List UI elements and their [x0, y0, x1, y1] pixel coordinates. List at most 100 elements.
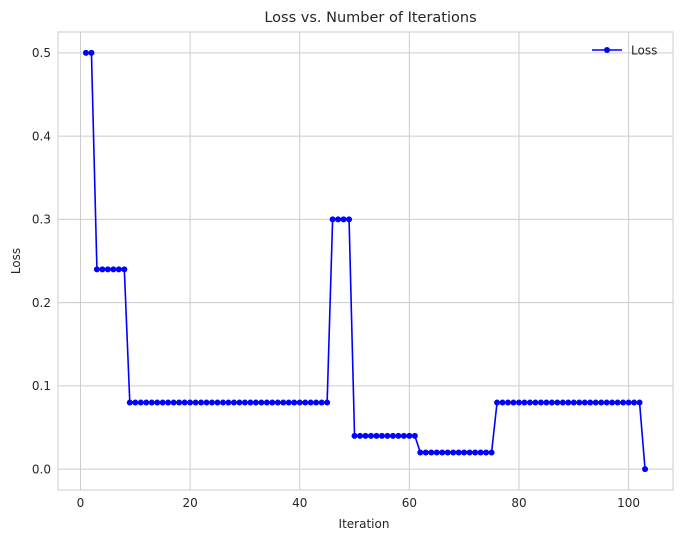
- data-point: [230, 399, 237, 406]
- data-point: [214, 399, 221, 406]
- data-point: [565, 399, 572, 406]
- data-point: [620, 399, 627, 406]
- data-point: [346, 216, 353, 223]
- data-point: [631, 399, 638, 406]
- y-tick-label: 0.3: [32, 213, 51, 227]
- data-point: [263, 399, 270, 406]
- x-axis-ticks: 0 20 40 60 80 100: [77, 496, 640, 510]
- data-point: [367, 432, 374, 439]
- data-point: [170, 399, 177, 406]
- y-axis-label: Loss: [9, 248, 23, 274]
- data-point: [422, 449, 429, 456]
- data-point: [378, 432, 385, 439]
- data-point: [126, 399, 133, 406]
- data-point: [570, 399, 577, 406]
- legend: Loss: [592, 44, 657, 58]
- data-point: [351, 432, 358, 439]
- data-point: [143, 399, 150, 406]
- data-point: [110, 266, 117, 273]
- data-point: [576, 399, 583, 406]
- data-point: [598, 399, 605, 406]
- data-point: [219, 399, 226, 406]
- data-point: [307, 399, 314, 406]
- data-point: [510, 399, 517, 406]
- x-tick-label: 40: [292, 496, 307, 510]
- data-point: [526, 399, 533, 406]
- data-point: [373, 432, 380, 439]
- data-point: [494, 399, 501, 406]
- data-point: [340, 216, 347, 223]
- y-tick-label: 0.4: [32, 129, 51, 143]
- data-point: [472, 449, 479, 456]
- data-point: [505, 399, 512, 406]
- data-point: [88, 49, 95, 56]
- chart-title: Loss vs. Number of Iterations: [264, 10, 476, 26]
- data-point: [296, 399, 303, 406]
- y-tick-label: 0.1: [32, 379, 51, 393]
- data-point: [642, 466, 649, 473]
- y-tick-label: 0.5: [32, 46, 51, 60]
- data-point: [148, 399, 155, 406]
- data-point: [455, 449, 462, 456]
- data-point: [439, 449, 446, 456]
- data-point: [592, 399, 599, 406]
- data-point: [198, 399, 205, 406]
- data-point: [187, 399, 194, 406]
- data-point: [389, 432, 396, 439]
- data-point: [461, 449, 468, 456]
- data-point: [104, 266, 111, 273]
- data-point: [93, 266, 100, 273]
- legend-marker-swatch: [604, 47, 610, 53]
- data-point: [636, 399, 643, 406]
- data-point: [137, 399, 144, 406]
- data-point: [559, 399, 566, 406]
- data-point: [548, 399, 555, 406]
- data-point: [165, 399, 172, 406]
- data-point: [241, 399, 248, 406]
- legend-label-loss: Loss: [631, 44, 657, 58]
- data-point: [428, 449, 435, 456]
- data-point: [543, 399, 550, 406]
- y-tick-label: 0.0: [32, 462, 51, 476]
- data-point: [521, 399, 528, 406]
- x-axis-label: Iteration: [339, 517, 390, 531]
- grid-lines: [58, 32, 673, 490]
- data-point: [450, 449, 457, 456]
- data-point: [406, 432, 413, 439]
- data-point: [411, 432, 418, 439]
- data-point: [313, 399, 320, 406]
- data-point: [335, 216, 342, 223]
- plot-frame: [57, 31, 674, 491]
- data-point: [236, 399, 243, 406]
- data-point: [154, 399, 161, 406]
- data-point: [400, 432, 407, 439]
- x-tick-label: 80: [511, 496, 526, 510]
- data-point: [258, 399, 265, 406]
- data-point: [99, 266, 106, 273]
- data-point: [302, 399, 309, 406]
- x-tick-label: 0: [77, 496, 85, 510]
- data-point: [121, 266, 128, 273]
- data-point: [444, 449, 451, 456]
- data-point: [192, 399, 199, 406]
- data-point: [247, 399, 254, 406]
- data-point: [132, 399, 139, 406]
- data-point: [329, 216, 336, 223]
- data-point: [115, 266, 122, 273]
- data-point: [614, 399, 621, 406]
- data-point: [324, 399, 331, 406]
- y-tick-label: 0.2: [32, 296, 51, 310]
- data-point: [269, 399, 276, 406]
- data-point: [483, 449, 490, 456]
- data-point: [515, 399, 522, 406]
- x-tick-label: 60: [402, 496, 417, 510]
- data-point: [318, 399, 325, 406]
- data-point: [203, 399, 210, 406]
- data-point: [159, 399, 166, 406]
- x-tick-label: 100: [617, 496, 640, 510]
- data-point: [625, 399, 632, 406]
- data-point: [362, 432, 369, 439]
- data-point: [477, 449, 484, 456]
- data-point: [357, 432, 364, 439]
